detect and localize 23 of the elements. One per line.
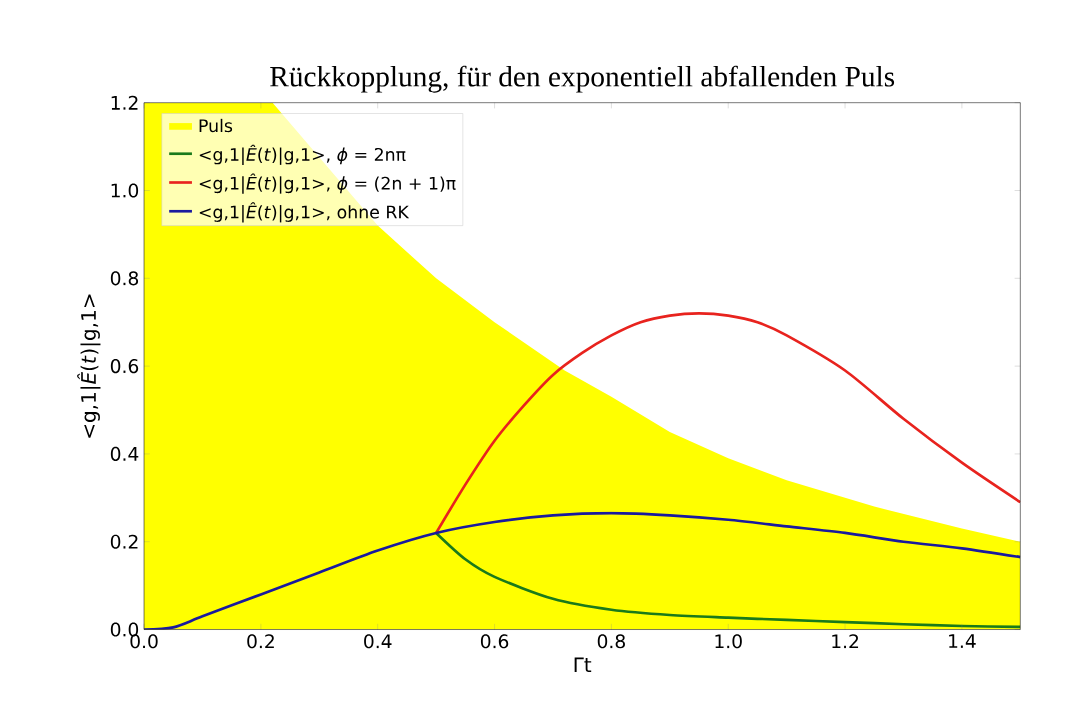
x-tick-label: 1.0: [715, 634, 742, 649]
x-tick-label: 0.8: [597, 634, 625, 649]
x-tick-label: 0.6: [480, 634, 509, 649]
y-tick-label: 1.0: [111, 183, 139, 198]
legend-label: <g,1|Ê(t)|g,1>, ohne RK: [199, 202, 410, 223]
y-axis-title: <g,1|Ê(t)|g,1>: [77, 294, 101, 438]
legend-label: <g,1|Ê(t)|g,1>, ϕ = 2nπ: [199, 144, 406, 165]
line-series: [434, 312, 1021, 535]
chart-title: Rückkopplung, für den exponentiell abfallenden Puls: [270, 65, 895, 93]
line-series: [144, 511, 1021, 630]
y-tick-label: 0.2: [110, 534, 138, 549]
y-tick-label: 1.2: [111, 95, 138, 110]
y-tick-label: 0.8: [110, 271, 139, 286]
x-tick-label: 0.2: [247, 634, 274, 649]
legend-label: <g,1|Ê(t)|g,1>, ϕ = (2n + 1)π: [199, 173, 456, 194]
x-tick-label: 1.4: [949, 634, 976, 648]
line-series: [434, 531, 1021, 629]
x-axis-title: Γt: [574, 657, 592, 673]
x-tick-label: 1.2: [832, 634, 859, 649]
legend-label: Puls: [199, 118, 233, 133]
y-tick-label: 0.6: [110, 359, 139, 374]
y-tick-label: 0.4: [110, 446, 139, 462]
x-tick-label: 0.4: [364, 634, 392, 649]
